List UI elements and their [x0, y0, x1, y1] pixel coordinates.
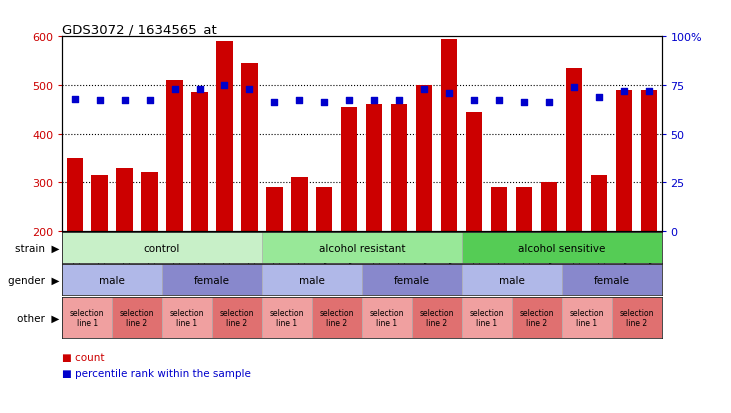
Point — [344, 98, 355, 104]
Point — [118, 98, 130, 104]
Point — [543, 100, 555, 107]
Text: ■ percentile rank within the sample: ■ percentile rank within the sample — [62, 368, 251, 378]
Bar — [591, 176, 607, 231]
Bar — [341, 107, 357, 231]
Bar — [167, 81, 183, 231]
Text: selection
line 1: selection line 1 — [270, 308, 304, 327]
Text: selection
line 2: selection line 2 — [120, 308, 154, 327]
Text: gender  ▶: gender ▶ — [7, 275, 59, 285]
Point — [219, 83, 230, 89]
Point — [194, 86, 205, 93]
Text: other  ▶: other ▶ — [17, 313, 59, 323]
Bar — [391, 105, 407, 231]
Bar — [512, 297, 561, 338]
Bar — [62, 265, 162, 296]
Point — [518, 100, 530, 107]
Bar — [366, 105, 382, 231]
Text: selection
line 2: selection line 2 — [619, 308, 654, 327]
Text: selection
line 1: selection line 1 — [370, 308, 404, 327]
Point — [393, 98, 405, 104]
Point — [594, 94, 605, 101]
Bar — [141, 173, 158, 231]
Text: female: female — [194, 275, 230, 285]
Point — [418, 86, 430, 93]
Bar — [561, 265, 662, 296]
Point — [268, 100, 280, 107]
Bar — [616, 90, 632, 231]
Bar — [162, 265, 262, 296]
Bar — [62, 233, 262, 263]
Text: alcohol sensitive: alcohol sensitive — [518, 243, 605, 253]
Bar — [241, 64, 257, 231]
Point — [444, 90, 455, 97]
Bar — [612, 297, 662, 338]
Point — [469, 98, 480, 104]
Text: selection
line 1: selection line 1 — [70, 308, 105, 327]
Point — [618, 88, 630, 95]
Bar — [212, 297, 262, 338]
Bar — [192, 93, 208, 231]
Bar — [491, 188, 507, 231]
Point — [493, 98, 505, 104]
Text: selection
line 2: selection line 2 — [319, 308, 354, 327]
Bar — [317, 188, 333, 231]
Bar — [416, 86, 433, 231]
Bar — [561, 297, 612, 338]
Bar — [291, 178, 308, 231]
Point — [568, 84, 580, 91]
Text: selection
line 2: selection line 2 — [420, 308, 454, 327]
Bar — [541, 183, 557, 231]
Bar — [266, 188, 283, 231]
Bar — [462, 297, 512, 338]
Point — [319, 100, 330, 107]
Text: selection
line 2: selection line 2 — [520, 308, 554, 327]
Bar — [262, 233, 462, 263]
Bar — [362, 265, 462, 296]
Text: male: male — [299, 275, 325, 285]
Point — [243, 86, 255, 93]
Bar — [62, 297, 112, 338]
Bar — [641, 90, 657, 231]
Point — [169, 86, 181, 93]
Text: female: female — [594, 275, 629, 285]
Text: female: female — [394, 275, 430, 285]
Text: selection
line 1: selection line 1 — [469, 308, 504, 327]
Bar — [262, 297, 312, 338]
Text: strain  ▶: strain ▶ — [15, 243, 59, 253]
Text: ■ count: ■ count — [62, 352, 105, 362]
Bar — [162, 297, 212, 338]
Bar — [566, 69, 583, 231]
Bar — [216, 42, 232, 231]
Text: alcohol resistant: alcohol resistant — [319, 243, 405, 253]
Text: selection
line 1: selection line 1 — [569, 308, 604, 327]
Bar — [112, 297, 162, 338]
Bar — [516, 188, 532, 231]
Point — [368, 98, 380, 104]
Bar — [312, 297, 362, 338]
Point — [643, 88, 655, 95]
Bar — [362, 297, 412, 338]
Text: male: male — [499, 275, 525, 285]
Text: GDS3072 / 1634565_at: GDS3072 / 1634565_at — [62, 23, 217, 36]
Bar — [462, 265, 561, 296]
Bar — [91, 176, 107, 231]
Bar — [466, 112, 482, 231]
Bar — [441, 40, 458, 231]
Bar — [262, 265, 362, 296]
Point — [294, 98, 306, 104]
Bar — [67, 159, 83, 231]
Bar — [462, 233, 662, 263]
Text: selection
line 2: selection line 2 — [220, 308, 254, 327]
Point — [144, 98, 156, 104]
Bar — [116, 168, 133, 231]
Point — [69, 96, 80, 102]
Text: male: male — [99, 275, 125, 285]
Text: control: control — [144, 243, 181, 253]
Point — [94, 98, 105, 104]
Bar — [412, 297, 462, 338]
Text: selection
line 1: selection line 1 — [170, 308, 204, 327]
